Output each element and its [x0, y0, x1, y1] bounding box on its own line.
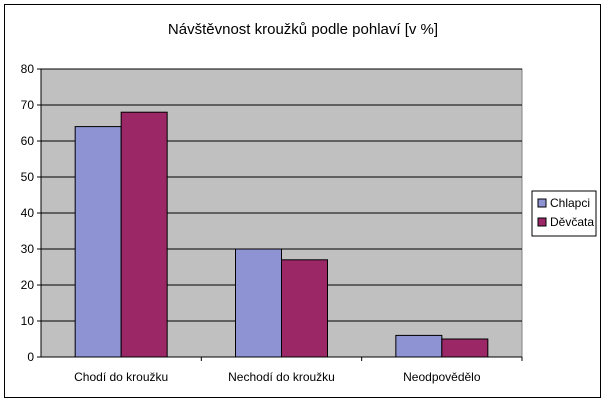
y-tick-label: 10 [21, 314, 35, 328]
bars [74, 111, 489, 358]
x-tick-label: Neodpovědělo [403, 370, 481, 384]
y-tick-label: 0 [27, 350, 34, 364]
chart-svg: Návštěvnost kroužků podle pohlaví [v %] … [21, 21, 597, 384]
legend-label-devcata: Děvčata [550, 215, 594, 229]
x-tick-label: Nechodí do kroužku [228, 370, 335, 384]
y-tick-label: 60 [21, 134, 35, 148]
y-tick-label: 80 [21, 62, 35, 76]
bar-chlapci-0 [74, 126, 122, 358]
y-axis-tick-labels: 0 10 20 30 40 50 60 70 80 [21, 62, 41, 364]
legend-label-chlapci: Chlapci [550, 196, 590, 210]
bar-chlapci-1 [235, 248, 282, 358]
x-tick-label: Chodí do kroužku [74, 370, 168, 384]
y-tick-label: 20 [21, 278, 35, 292]
legend-swatch-chlapci [537, 198, 547, 208]
bar-chlapci-2 [395, 334, 443, 358]
legend-swatch-devcata [537, 217, 547, 227]
y-tick-label: 40 [21, 206, 35, 220]
bar-devcata-2 [441, 338, 489, 358]
bar-devcata-0 [120, 111, 168, 358]
legend: Chlapci Děvčata [531, 190, 597, 237]
y-tick-label: 50 [21, 170, 35, 184]
y-tick-label: 30 [21, 242, 35, 256]
bar-devcata-1 [281, 259, 328, 358]
chart-frame: Návštěvnost kroužků podle pohlaví [v %] … [4, 4, 601, 398]
y-tick-label: 70 [21, 98, 35, 112]
chart-title: Návštěvnost kroužků podle pohlaví [v %] [168, 21, 438, 38]
x-axis-tick-labels: Chodí do kroužku Nechodí do kroužku Neodpo… [74, 357, 523, 384]
